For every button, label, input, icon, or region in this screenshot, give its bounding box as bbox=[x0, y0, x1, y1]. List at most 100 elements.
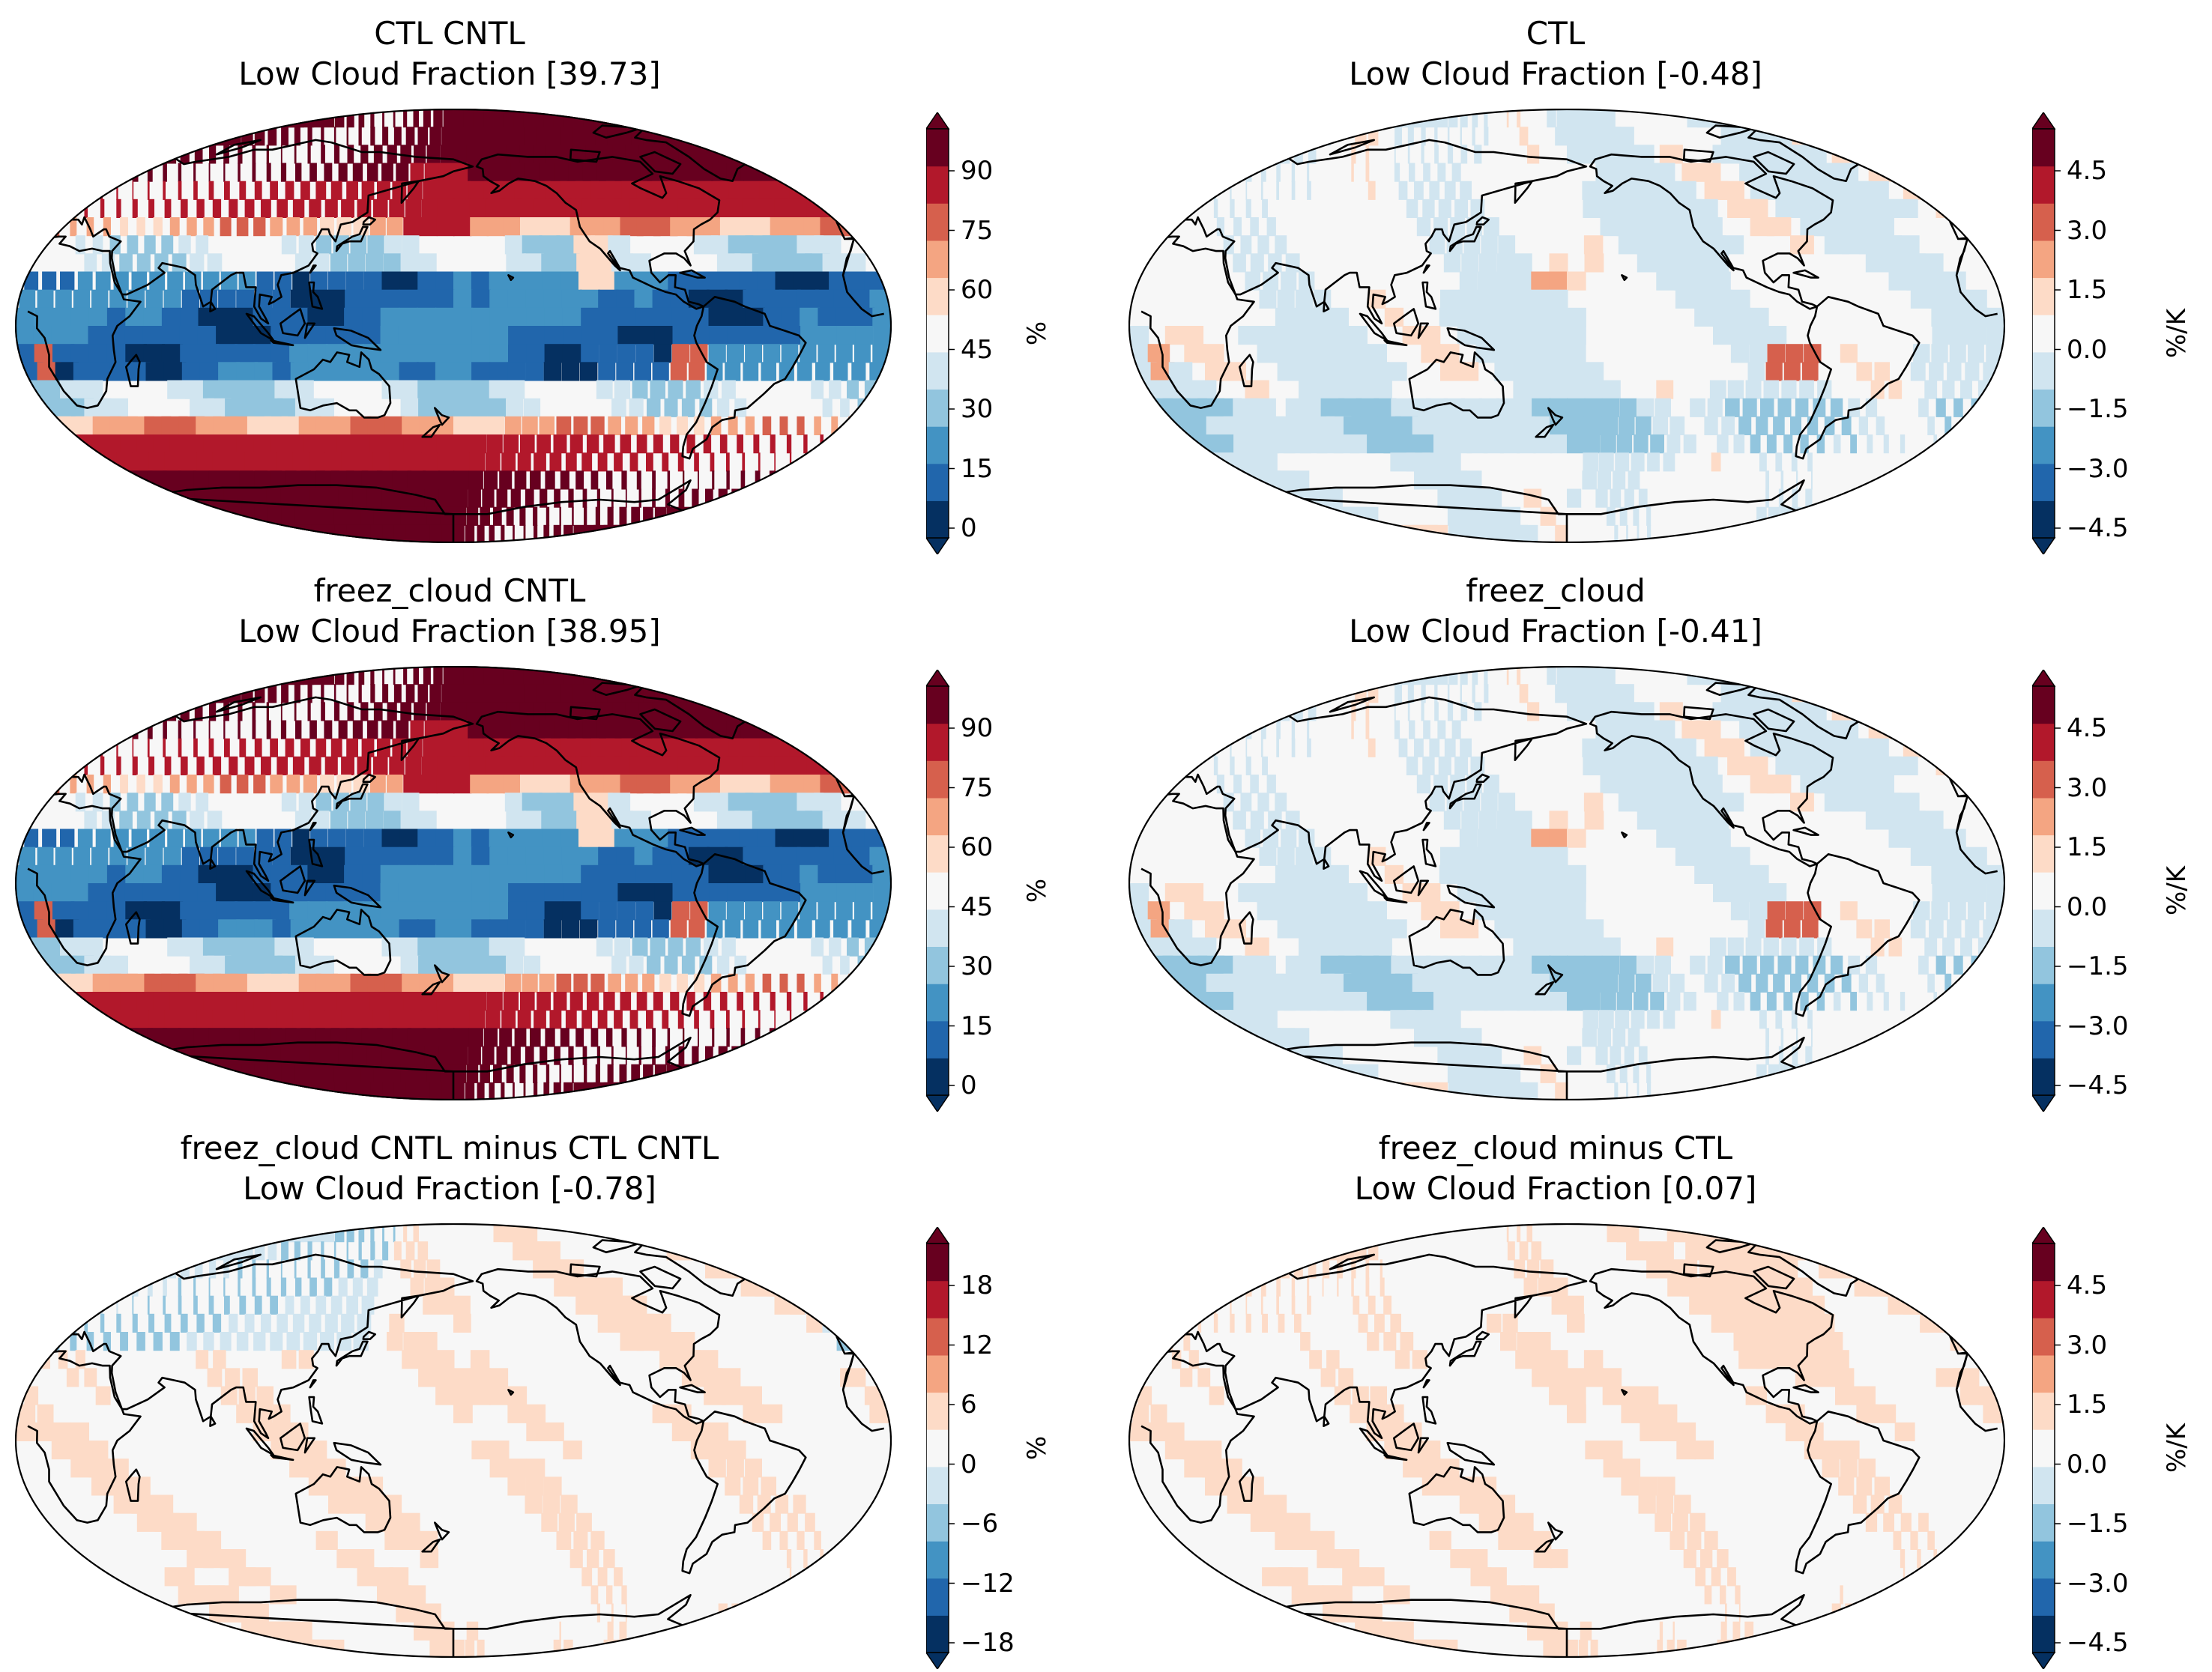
field-cell bbox=[508, 1459, 528, 1478]
field-cell bbox=[1383, 1332, 1397, 1351]
field-cell bbox=[642, 973, 655, 993]
field-cell bbox=[1857, 738, 1889, 757]
field-cell bbox=[712, 1028, 715, 1047]
field-cell bbox=[252, 1277, 256, 1297]
field-cell bbox=[1760, 398, 1774, 417]
field-cell bbox=[629, 1010, 638, 1029]
field-cell bbox=[616, 846, 637, 866]
field-cell bbox=[596, 937, 613, 957]
field-cell bbox=[710, 452, 715, 472]
field-cell bbox=[1804, 1241, 1846, 1261]
colorbar-segment bbox=[2032, 277, 2055, 315]
field-cell bbox=[708, 344, 726, 363]
field-cell bbox=[1676, 1441, 1696, 1460]
field-cell bbox=[37, 1404, 54, 1423]
field-cell bbox=[633, 1223, 680, 1243]
field-cell bbox=[266, 720, 271, 739]
field-cell bbox=[1737, 1082, 1758, 1100]
field-cell bbox=[1618, 235, 1639, 255]
field-cell bbox=[399, 937, 420, 957]
colorbar-tick-label: 1.5 bbox=[2067, 1390, 2108, 1420]
field-cell bbox=[811, 380, 824, 399]
field-cell bbox=[653, 864, 674, 884]
field-cell bbox=[1693, 289, 1714, 309]
field-cell bbox=[1666, 434, 1681, 454]
coastline-sulawesi bbox=[1417, 879, 1430, 897]
field-cell bbox=[1616, 434, 1633, 454]
field-cell bbox=[634, 919, 651, 939]
field-cell bbox=[1883, 434, 1889, 454]
colorbar-tick-label: 4.5 bbox=[2067, 1270, 2108, 1300]
field-cell bbox=[298, 235, 314, 255]
field-cell bbox=[489, 883, 510, 903]
field-cell bbox=[1500, 434, 1520, 454]
field-cell bbox=[311, 109, 324, 128]
field-cell bbox=[1900, 1512, 1912, 1532]
field-cell bbox=[1828, 1621, 1846, 1641]
field-cell bbox=[407, 1028, 426, 1047]
field-cell bbox=[727, 1441, 746, 1460]
field-cell bbox=[163, 181, 166, 200]
field-cell bbox=[1281, 271, 1297, 291]
field-cell bbox=[1672, 1512, 1688, 1532]
field-cell bbox=[1129, 1422, 1148, 1441]
field-cell bbox=[1266, 775, 1276, 794]
coastline-victoria bbox=[569, 1263, 601, 1278]
field-cell bbox=[367, 235, 384, 255]
field-cell bbox=[779, 289, 801, 309]
field-cell bbox=[771, 1046, 785, 1065]
field-cell bbox=[820, 1567, 824, 1587]
coastline-samerica bbox=[1795, 296, 1921, 460]
field-cell bbox=[256, 271, 274, 291]
field-cell bbox=[805, 181, 840, 200]
field-cell bbox=[545, 470, 555, 490]
field-cell bbox=[872, 901, 889, 921]
field-cell bbox=[595, 1064, 600, 1083]
field-cell bbox=[559, 1621, 561, 1641]
field-cell bbox=[309, 1313, 321, 1333]
panel-title: freez_cloud minus CTL Low Cloud Fraction … bbox=[1354, 1130, 1757, 1207]
field-cell bbox=[1616, 217, 1637, 237]
field-cell bbox=[1484, 666, 1488, 685]
field-cell bbox=[193, 181, 198, 200]
field-cell bbox=[665, 488, 671, 508]
field-cell bbox=[674, 1639, 704, 1658]
field-cell bbox=[1300, 1332, 1311, 1351]
field-cell bbox=[1230, 163, 1238, 182]
field-cell bbox=[523, 955, 541, 975]
coastline-cuba bbox=[1792, 826, 1819, 836]
field-cell bbox=[321, 127, 324, 146]
field-cell bbox=[525, 846, 546, 866]
coastline-cuba bbox=[679, 269, 706, 279]
field-cell bbox=[1506, 1223, 1509, 1243]
field-cell bbox=[402, 416, 421, 435]
colorbar-segment bbox=[2032, 351, 2055, 390]
field-cell bbox=[522, 973, 538, 993]
field-cell bbox=[1275, 901, 1297, 921]
field-cell bbox=[435, 883, 455, 903]
field-cell bbox=[381, 289, 400, 309]
field-cell bbox=[674, 1082, 704, 1100]
field-cell bbox=[1759, 452, 1767, 472]
colorbar-tick-label: 30 bbox=[961, 951, 994, 981]
field-cell bbox=[636, 470, 641, 490]
field-cell bbox=[1256, 326, 1277, 345]
field-cell bbox=[797, 289, 819, 309]
field-cell bbox=[781, 307, 802, 327]
field-cell bbox=[286, 1332, 300, 1351]
field-cell bbox=[1613, 470, 1626, 490]
field-cell bbox=[1567, 326, 1586, 345]
field-cell bbox=[1931, 344, 1948, 363]
field-cell bbox=[560, 829, 581, 848]
field-cell bbox=[370, 684, 375, 703]
field-cell bbox=[1495, 271, 1514, 291]
field-cell bbox=[1942, 829, 1966, 848]
colorbar-segment bbox=[926, 835, 949, 873]
field-cell bbox=[1463, 793, 1481, 812]
colorbar-tick-label: 75 bbox=[961, 772, 994, 803]
colorbar-segment bbox=[926, 166, 949, 204]
field-cell bbox=[1766, 992, 1777, 1011]
colorbar-tick-label: 0.0 bbox=[2067, 891, 2108, 922]
field-cell bbox=[453, 864, 473, 884]
field-cell bbox=[346, 127, 348, 146]
